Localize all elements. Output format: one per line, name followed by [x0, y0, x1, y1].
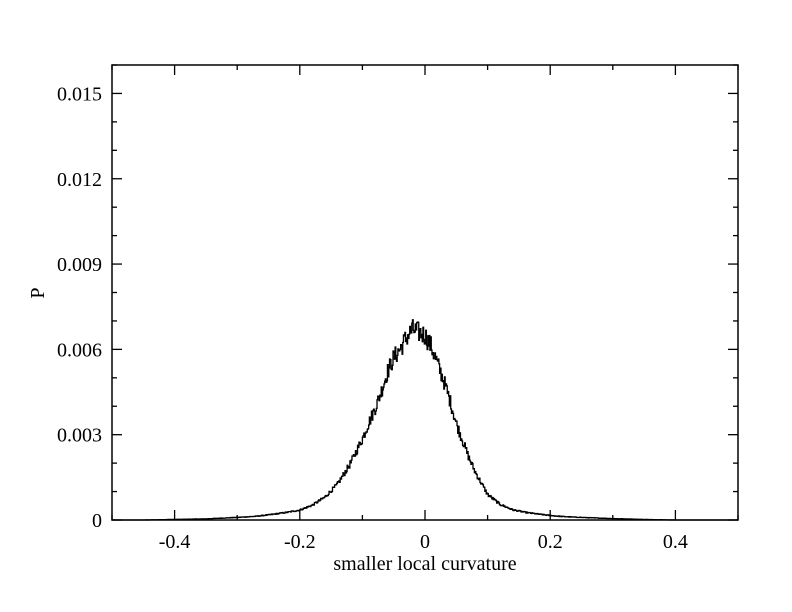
y-tick-label: 0: [92, 510, 102, 532]
plot-frame: [111, 64, 739, 521]
y-tick-label: 0.015: [57, 83, 102, 105]
x-tick-label: 0.4: [663, 531, 688, 553]
x-axis-label: smaller local curvature: [333, 553, 516, 575]
series-line: [112, 319, 738, 521]
y-tick-label: 0.012: [57, 169, 102, 191]
x-tick-label: -0.4: [159, 531, 191, 553]
y-tick-label: 0.003: [57, 425, 102, 447]
y-axis-label: P: [27, 287, 49, 298]
axis-ticks: [111, 64, 739, 521]
axis-tick-labels: -0.4 -0.2 0 0.2 0.4 0 0.003 0.006 0.009 0.012 0.01…: [57, 83, 688, 553]
x-tick-label: 0: [420, 531, 430, 553]
y-tick-label: 0.009: [57, 254, 102, 276]
x-tick-label: -0.2: [284, 531, 316, 553]
x-tick-label: 0.2: [538, 531, 563, 553]
y-tick-label: 0.006: [57, 339, 102, 361]
